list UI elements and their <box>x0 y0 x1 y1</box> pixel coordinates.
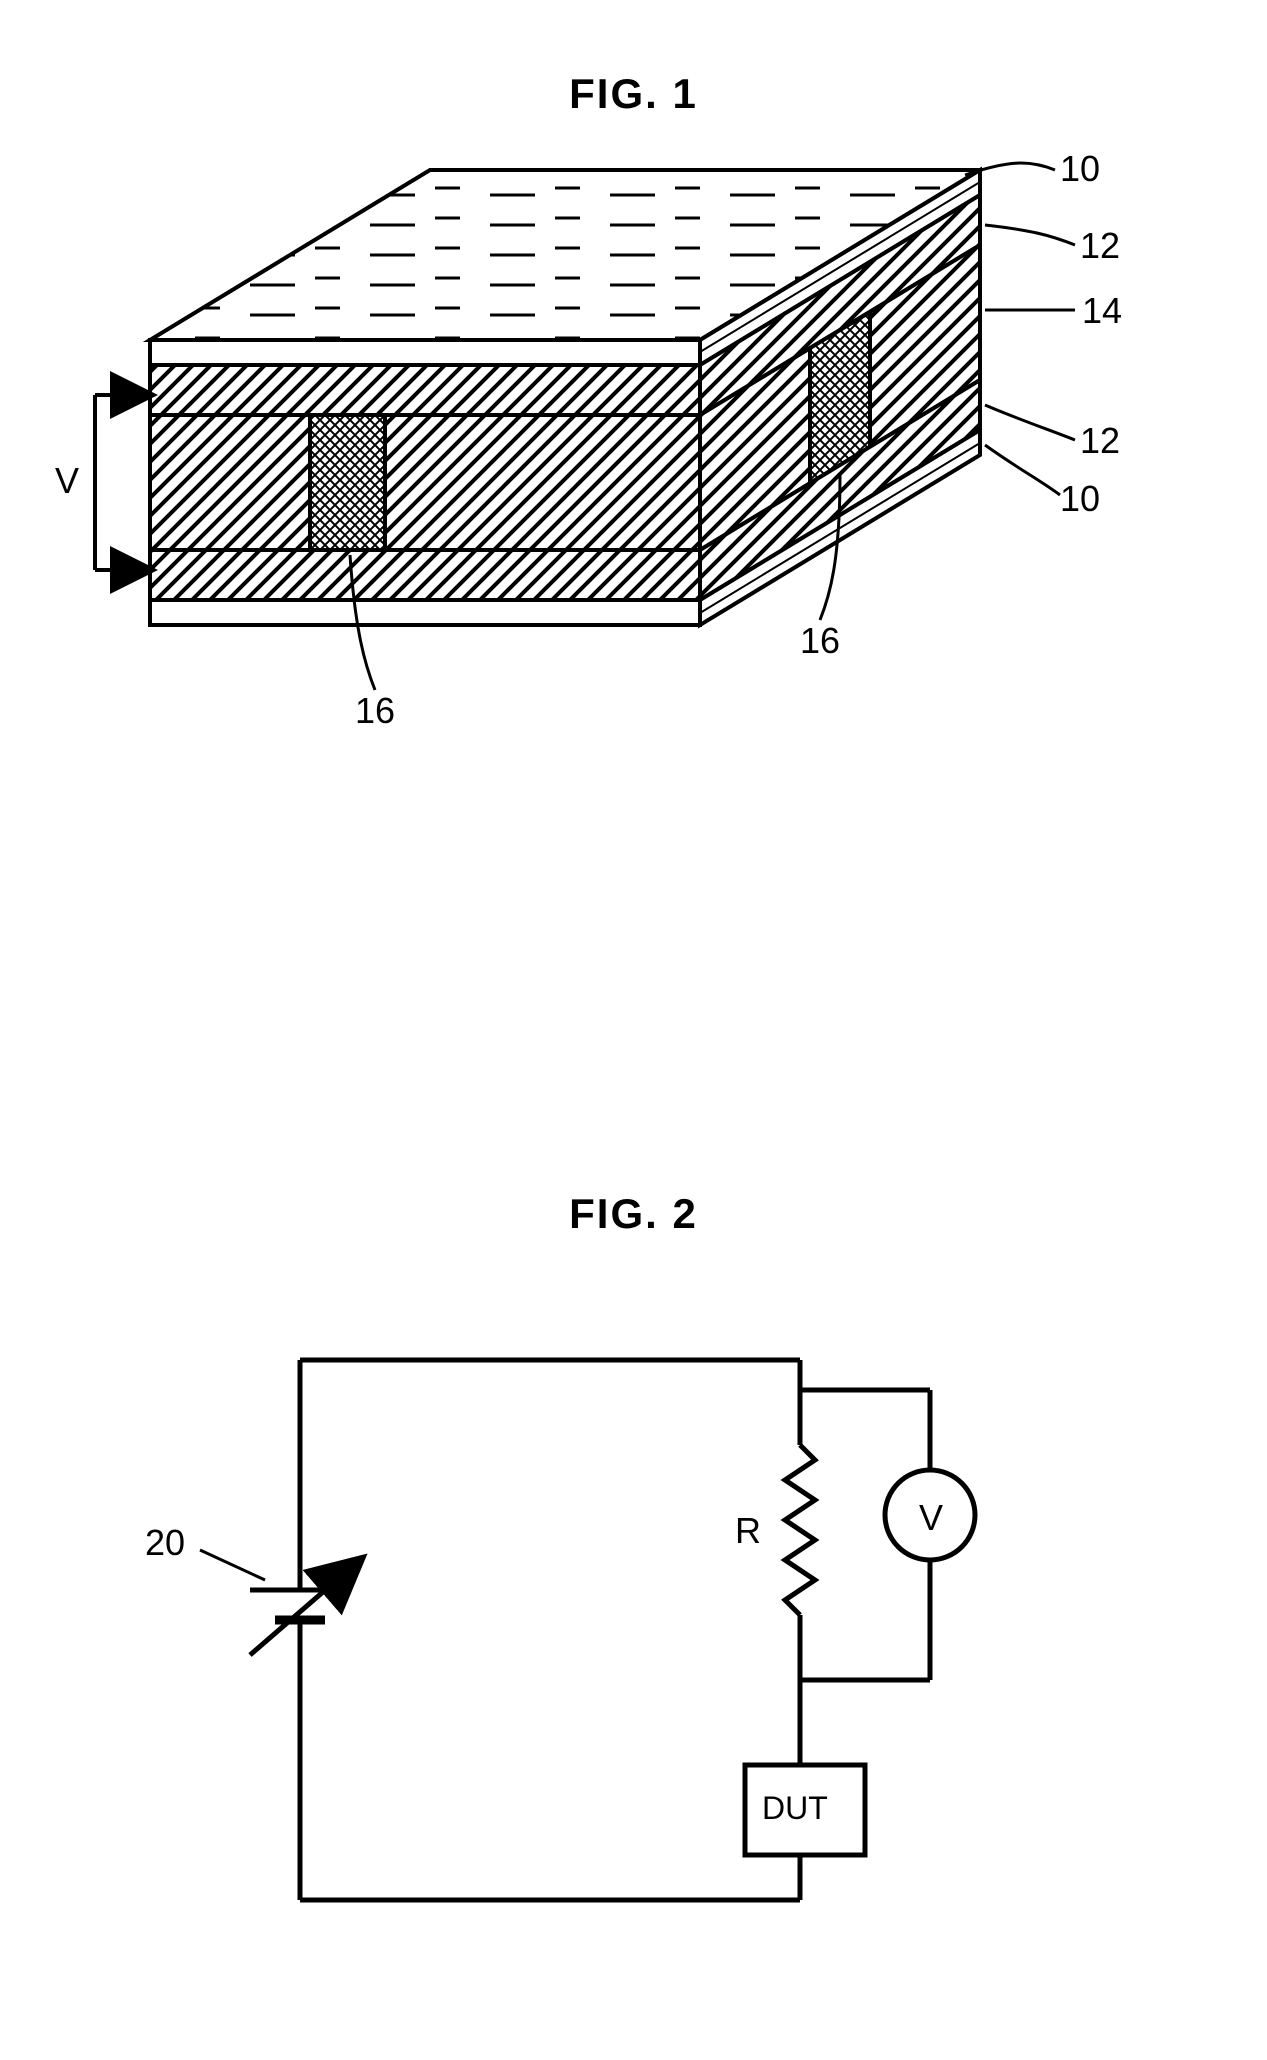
label-R: R <box>735 1510 761 1552</box>
fig1-diagram <box>0 0 1267 900</box>
label-20: 20 <box>145 1522 185 1564</box>
fig2-title: FIG. 2 <box>569 1190 698 1238</box>
label-12b: 12 <box>1080 420 1120 462</box>
variable-source <box>250 1560 360 1655</box>
label-16r: 16 <box>800 620 840 662</box>
resistor <box>785 1445 815 1615</box>
fig2-circuit <box>0 1260 1267 2060</box>
leader-20 <box>200 1550 265 1580</box>
label-14: 14 <box>1082 290 1122 332</box>
label-10b: 10 <box>1060 478 1100 520</box>
front-10-top <box>150 340 700 365</box>
label-12a: 12 <box>1080 225 1120 267</box>
label-v: V <box>55 460 79 502</box>
voltage-bracket <box>95 395 150 570</box>
front-12-top <box>150 365 700 415</box>
label-10-top: 10 <box>1060 148 1100 190</box>
front-12-bottom <box>150 550 700 600</box>
label-DUT: DUT <box>762 1790 828 1827</box>
front-via-16 <box>310 415 385 550</box>
label-Vmeter: V <box>919 1497 943 1539</box>
label-16l: 16 <box>355 690 395 732</box>
front-10-bottom <box>150 600 700 625</box>
front-14 <box>150 415 700 550</box>
